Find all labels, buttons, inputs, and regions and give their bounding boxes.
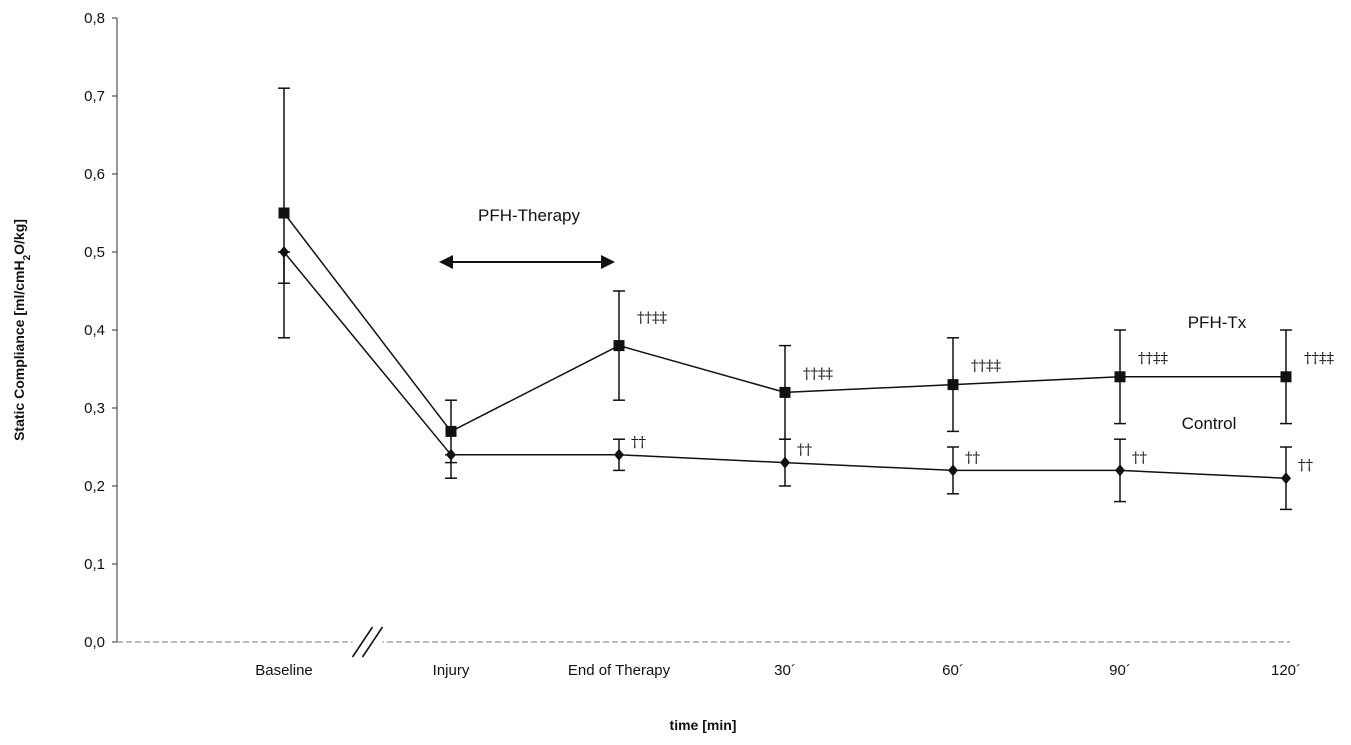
x-tick-label: Injury (433, 662, 470, 679)
x-tick-label: 120´ (1271, 662, 1301, 679)
data-point-square (445, 425, 457, 437)
data-point-diamond (780, 456, 790, 469)
therapy-arrow-head-left (439, 255, 453, 269)
significance-label: †† (1132, 448, 1148, 466)
significance-label: ††‡‡ (803, 364, 834, 382)
y-axis-title-end: O/kg] (11, 219, 27, 255)
series-control (278, 246, 1292, 511)
significance-label: ††‡‡ (971, 357, 1002, 375)
axis-break-gap (352, 636, 383, 648)
axis-break-mark (351, 626, 384, 658)
series-label-control: Control (1182, 414, 1237, 433)
y-tick-label: 0,4 (84, 322, 105, 339)
therapy-label: PFH-Therapy (478, 206, 581, 225)
y-tick-label: 0,1 (84, 556, 105, 573)
y-tick-label: 0,5 (84, 244, 105, 261)
significance-labels: ††‡‡ ††‡‡ ††‡‡ ††‡‡ ††‡‡ †† †† †† †† †† (631, 309, 1335, 475)
significance-label: †† (1298, 456, 1314, 474)
series-layer (278, 87, 1292, 511)
therapy-arrow-head-right (601, 255, 615, 269)
axes (116, 18, 1290, 658)
significance-label: ††‡‡ (637, 309, 668, 327)
data-point-square (779, 386, 791, 398)
data-point-diamond (1281, 472, 1291, 485)
x-axis-title: time [min] (670, 717, 737, 733)
data-point-diamond (948, 464, 958, 477)
data-point-square (947, 379, 959, 391)
y-tick-label: 0,7 (84, 88, 105, 105)
significance-label: †† (965, 448, 981, 466)
y-ticks: 0,0 0,1 0,2 0,3 0,4 0,5 0,6 0,7 0,8 (84, 10, 117, 651)
x-tick-label: 90´ (1109, 662, 1131, 679)
therapy-arrow (439, 255, 615, 269)
x-tick-label: 30´ (774, 662, 796, 679)
x-tick-label: 60´ (942, 662, 964, 679)
y-tick-label: 0,2 (84, 478, 105, 495)
axis-break-line (361, 626, 384, 658)
y-tick-label: 0,6 (84, 166, 105, 183)
x-tick-label: End of Therapy (568, 662, 671, 679)
y-tick-label: 0,3 (84, 400, 105, 417)
y-axis-title-sub: 2 (22, 254, 33, 260)
x-tick-label: Baseline (255, 662, 313, 679)
x-ticks: Baseline Injury End of Therapy 30´ 60´ 90´ 120… (255, 662, 1301, 679)
data-point-square (1280, 371, 1292, 383)
significance-label: ††‡‡ (1138, 349, 1169, 367)
data-point-diamond (279, 246, 289, 258)
significance-label: †† (797, 441, 813, 459)
data-point-square (1114, 371, 1126, 383)
significance-label: ††‡‡ (1304, 349, 1335, 367)
y-axis-title: Static Compliance [ml/cmH2O/kg] (11, 219, 33, 441)
data-point-diamond (614, 448, 624, 461)
y-tick-label: 0,0 (84, 634, 105, 651)
y-tick-label: 0,8 (84, 10, 105, 27)
significance-label: †† (631, 433, 647, 451)
data-point-square (278, 207, 290, 219)
series-label-pfh-tx: PFH-Tx (1188, 313, 1247, 332)
y-axis-title-main: Static Compliance [ml/cmH (11, 260, 27, 441)
axis-break-line (351, 626, 374, 658)
data-point-diamond (1115, 464, 1125, 477)
series-pfh-tx (278, 87, 1292, 464)
data-point-square (613, 340, 625, 352)
data-point-diamond (446, 448, 456, 461)
